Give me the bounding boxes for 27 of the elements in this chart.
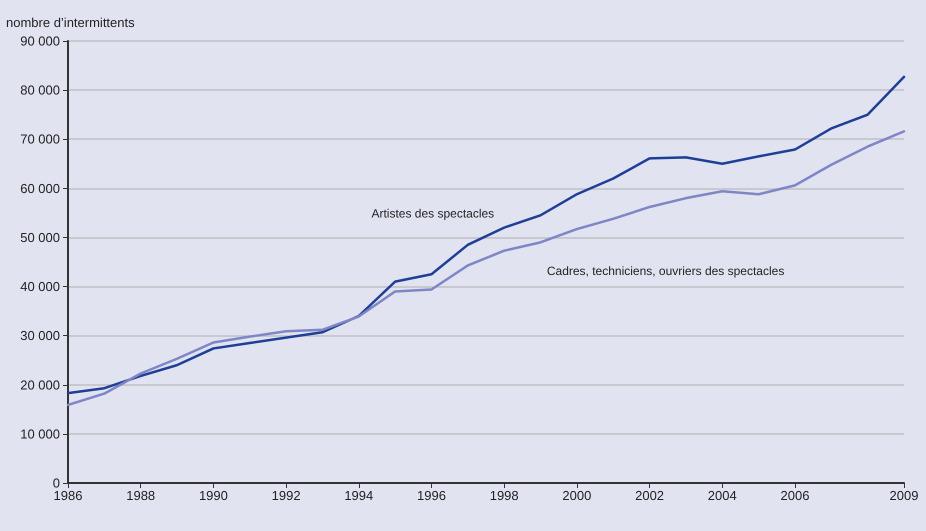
series-label: Cadres, techniciens, ouvriers des spectacles [546, 264, 784, 278]
y-tick-label: 10 000 [20, 426, 60, 442]
y-tick-label: 80 000 [20, 82, 60, 98]
y-tick-label: 30 000 [20, 328, 60, 344]
x-tick-label: 1986 [54, 488, 82, 503]
x-tick-label: 1992 [272, 488, 301, 503]
x-tick-label: 1994 [344, 488, 374, 503]
series-label: Artistes des spectacles [371, 206, 494, 221]
x-tick-label: 2002 [635, 488, 664, 503]
line-series [66, 76, 906, 394]
y-tick-label: 40 000 [20, 279, 60, 294]
y-tick-label: 60 000 [20, 180, 60, 196]
line-series [66, 130, 906, 406]
x-tick-label: 2000 [562, 488, 592, 503]
y-tick-label: 70 000 [20, 132, 60, 147]
y-tick-label: 90 000 [20, 34, 60, 48]
x-tick-label: 1998 [490, 488, 519, 503]
x-tick-label: 1988 [126, 488, 156, 503]
x-tick-label: 2006 [780, 488, 810, 503]
x-tick-label: 2004 [708, 488, 737, 503]
y-tick-label: 20 000 [20, 377, 60, 392]
y-tick-label: 0 [52, 476, 60, 490]
x-tick-label: 2009 [890, 488, 918, 503]
x-tick-label: 1996 [417, 488, 446, 503]
x-tick-label: 1990 [198, 488, 228, 503]
y-axis-title: nombre d’intermittents [6, 15, 136, 30]
y-tick-label: 50 000 [20, 230, 60, 245]
